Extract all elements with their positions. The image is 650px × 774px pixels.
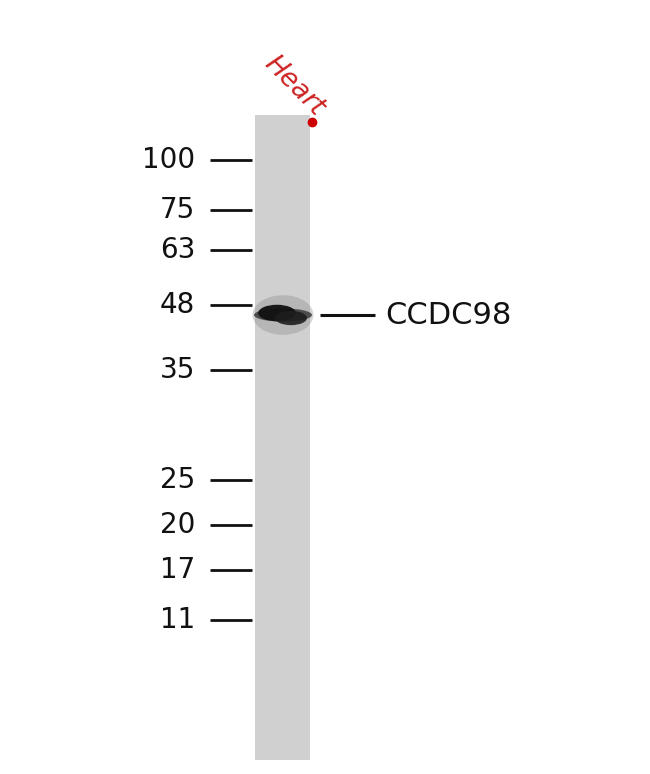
Text: 11: 11 (160, 606, 195, 634)
Text: 63: 63 (160, 236, 195, 264)
Ellipse shape (253, 295, 313, 335)
Text: 17: 17 (160, 556, 195, 584)
Bar (255, 115, 310, 760)
Text: 100: 100 (142, 146, 195, 174)
Ellipse shape (275, 311, 307, 325)
Text: Heart: Heart (259, 50, 330, 121)
Text: 35: 35 (160, 356, 195, 384)
Ellipse shape (258, 305, 296, 321)
Text: CCDC98: CCDC98 (385, 300, 512, 330)
Text: 25: 25 (160, 466, 195, 494)
Text: 48: 48 (160, 291, 195, 319)
Text: 75: 75 (160, 196, 195, 224)
Ellipse shape (254, 308, 312, 322)
Text: 20: 20 (160, 511, 195, 539)
